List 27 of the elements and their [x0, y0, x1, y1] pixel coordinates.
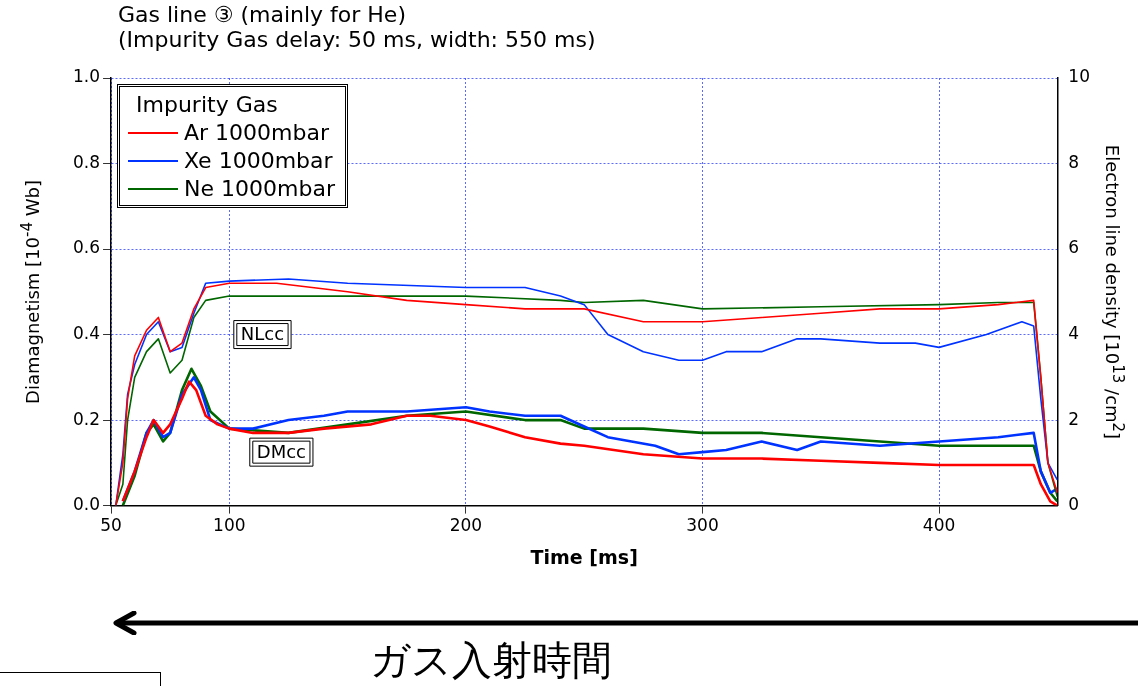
x-tick-label: 300: [686, 515, 719, 536]
y2-tick-label: 6: [1068, 237, 1080, 258]
chart-subtitle: (Impurity Gas delay: 50 ms, width: 550 ms): [118, 27, 596, 52]
x-tick-label: 400: [922, 515, 956, 536]
x-axis-title: Time [ms]: [529, 545, 639, 568]
y2-tick-label: 2: [1068, 408, 1080, 429]
x-tick-label: 50: [100, 515, 122, 536]
y-tick-label: 0.2: [72, 408, 101, 429]
y-tick-label: 0.6: [72, 237, 101, 258]
y2-tick-label: 8: [1068, 151, 1080, 172]
legend-label: Ar 1000mbar: [184, 119, 330, 147]
legend-title: Impurity Gas: [136, 91, 279, 119]
y-tick-label: 0.0: [72, 494, 101, 515]
y-tick-label: 0.4: [72, 322, 101, 343]
y-tick-label: 0.8: [72, 151, 101, 172]
legend-label: Xe 1000mbar: [184, 147, 333, 175]
chart-title: Gas line ③ (mainly for He): [118, 2, 407, 27]
x-tick-label: 200: [449, 515, 483, 536]
x-tick-label: 100: [213, 515, 246, 536]
text: ガス入射時間: [370, 636, 612, 684]
y2-tick-label: 4: [1068, 322, 1080, 343]
y2-tick-label: 0: [1068, 494, 1080, 515]
y2-tick-label: 10: [1068, 66, 1091, 87]
annotation: NLcc: [240, 323, 285, 345]
y-tick-label: 1.0: [72, 66, 101, 87]
legend-label: Ne 1000mbar: [184, 175, 335, 203]
annotation: DMcc: [256, 440, 306, 462]
